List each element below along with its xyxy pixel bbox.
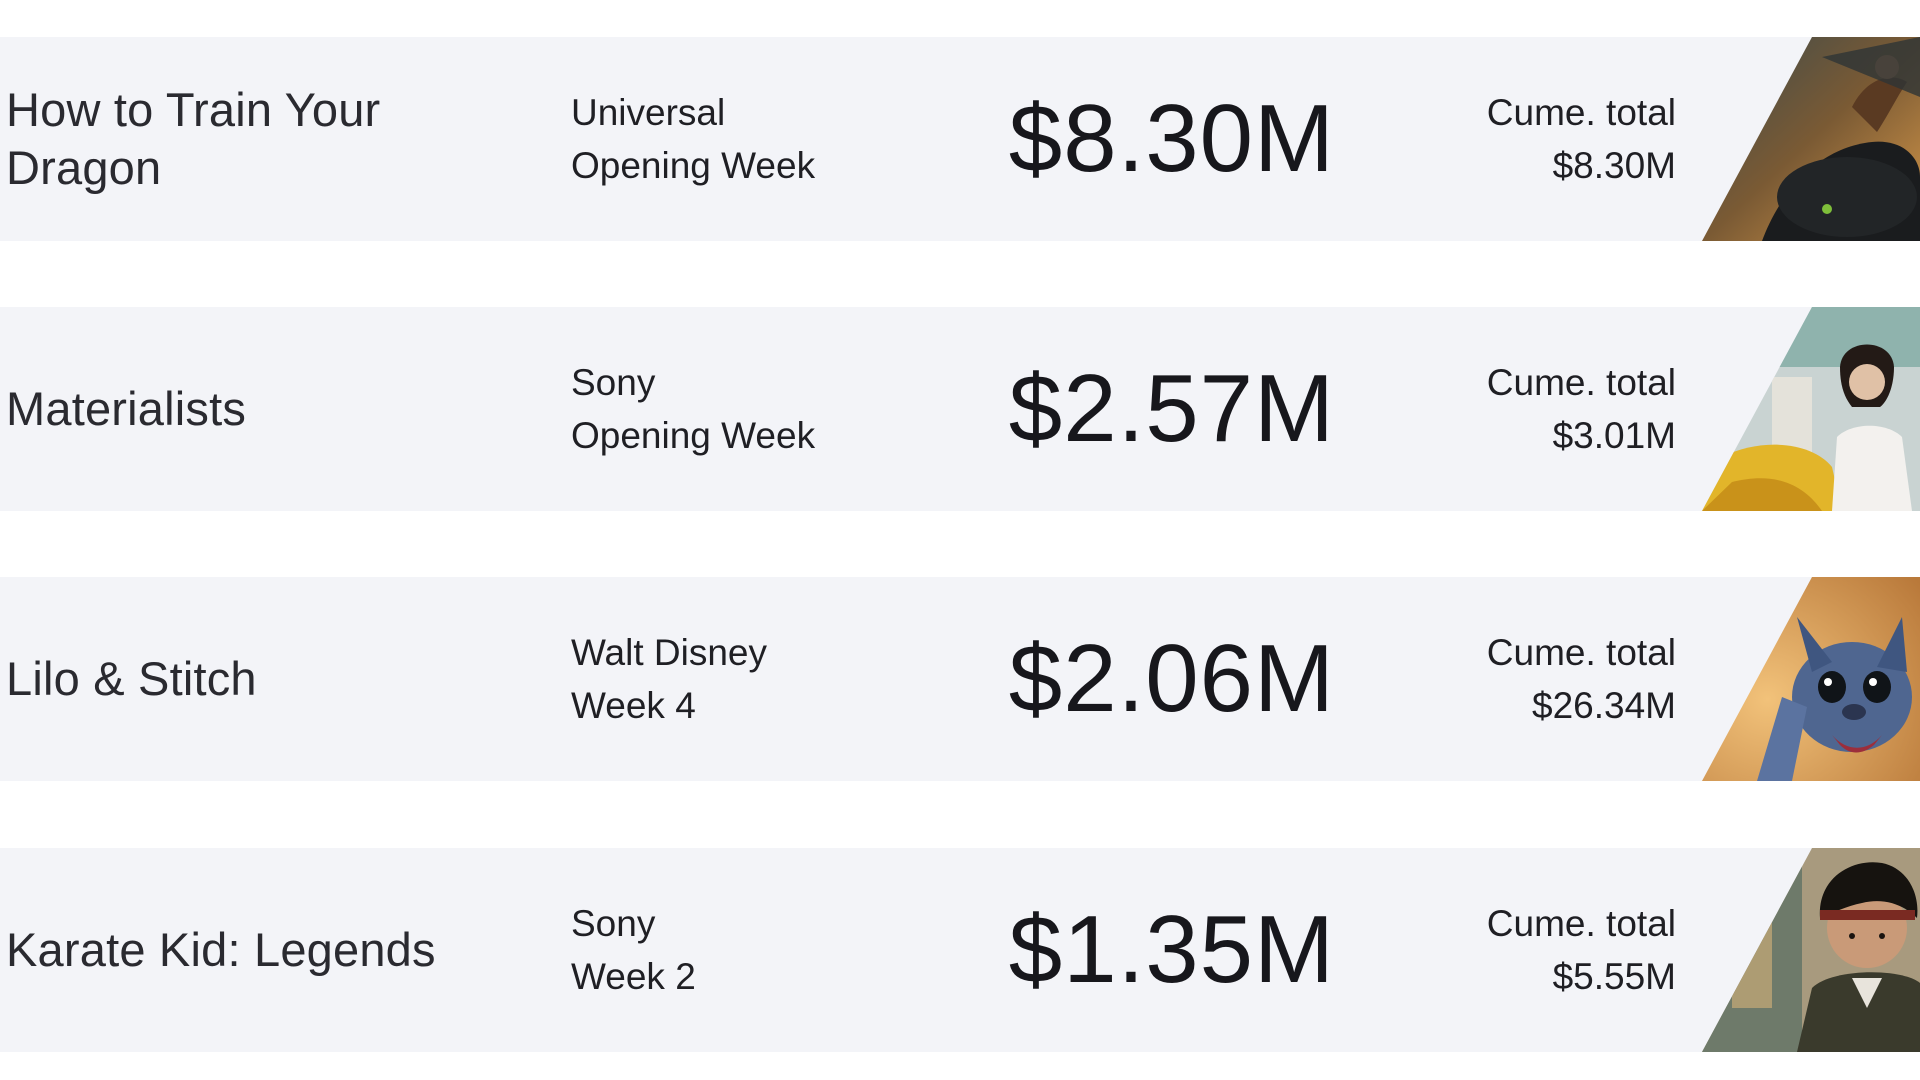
- cume-label: Cume. total: [1486, 903, 1676, 944]
- movie-title: Materialists: [6, 382, 247, 435]
- cume-value: $26.34M: [1532, 685, 1676, 726]
- release-week: Opening Week: [571, 415, 816, 456]
- cume-label: Cume. total: [1486, 362, 1676, 403]
- cumulative-total: Cume. total $8.30M: [1400, 37, 1676, 241]
- cumulative-total: Cume. total $3.01M: [1400, 307, 1676, 511]
- dragon-rider-poster-icon: [1702, 37, 1920, 241]
- movie-meta: Sony Week 2: [571, 848, 931, 1052]
- studio-name: Sony: [571, 903, 656, 944]
- woman-street-poster-icon: [1702, 307, 1920, 511]
- cumulative-total: Cume. total $26.34M: [1400, 577, 1676, 781]
- cume-value: $8.30M: [1552, 145, 1676, 186]
- movie-meta: Walt Disney Week 4: [571, 577, 931, 781]
- movie-title: Lilo & Stitch: [6, 652, 257, 705]
- movie-title: Karate Kid: Legends: [6, 923, 436, 976]
- cume-label: Cume. total: [1486, 92, 1676, 133]
- studio-name: Walt Disney: [571, 632, 768, 673]
- studio-name: Sony: [571, 362, 656, 403]
- weekend-gross: $1.35M: [1008, 896, 1335, 1003]
- cumulative-total: Cume. total $5.55M: [1400, 848, 1676, 1052]
- weekend-gross: $2.57M: [1008, 355, 1335, 462]
- cume-value: $3.01M: [1552, 415, 1676, 456]
- release-week: Week 4: [571, 685, 696, 726]
- stitch-poster-icon: [1702, 577, 1920, 781]
- release-week: Week 2: [571, 956, 696, 997]
- movie-row: Lilo & Stitch Walt Disney Week 4 $2.06M …: [0, 577, 1920, 781]
- movie-title: How to Train Your Dragon: [6, 83, 381, 194]
- weekend-gross: $2.06M: [1008, 625, 1335, 732]
- movie-meta: Universal Opening Week: [571, 37, 931, 241]
- release-week: Opening Week: [571, 145, 816, 186]
- cume-value: $5.55M: [1552, 956, 1676, 997]
- cume-label: Cume. total: [1486, 632, 1676, 673]
- weekend-gross: $8.30M: [1008, 85, 1335, 192]
- movie-row: How to Train Your Dragon Universal Openi…: [0, 37, 1920, 241]
- movie-row: Karate Kid: Legends Sony Week 2 $1.35M C…: [0, 848, 1920, 1052]
- karate-fighter-poster-icon: [1702, 848, 1920, 1052]
- movie-row: Materialists Sony Opening Week $2.57M Cu…: [0, 307, 1920, 511]
- studio-name: Universal: [571, 92, 726, 133]
- movie-meta: Sony Opening Week: [571, 307, 931, 511]
